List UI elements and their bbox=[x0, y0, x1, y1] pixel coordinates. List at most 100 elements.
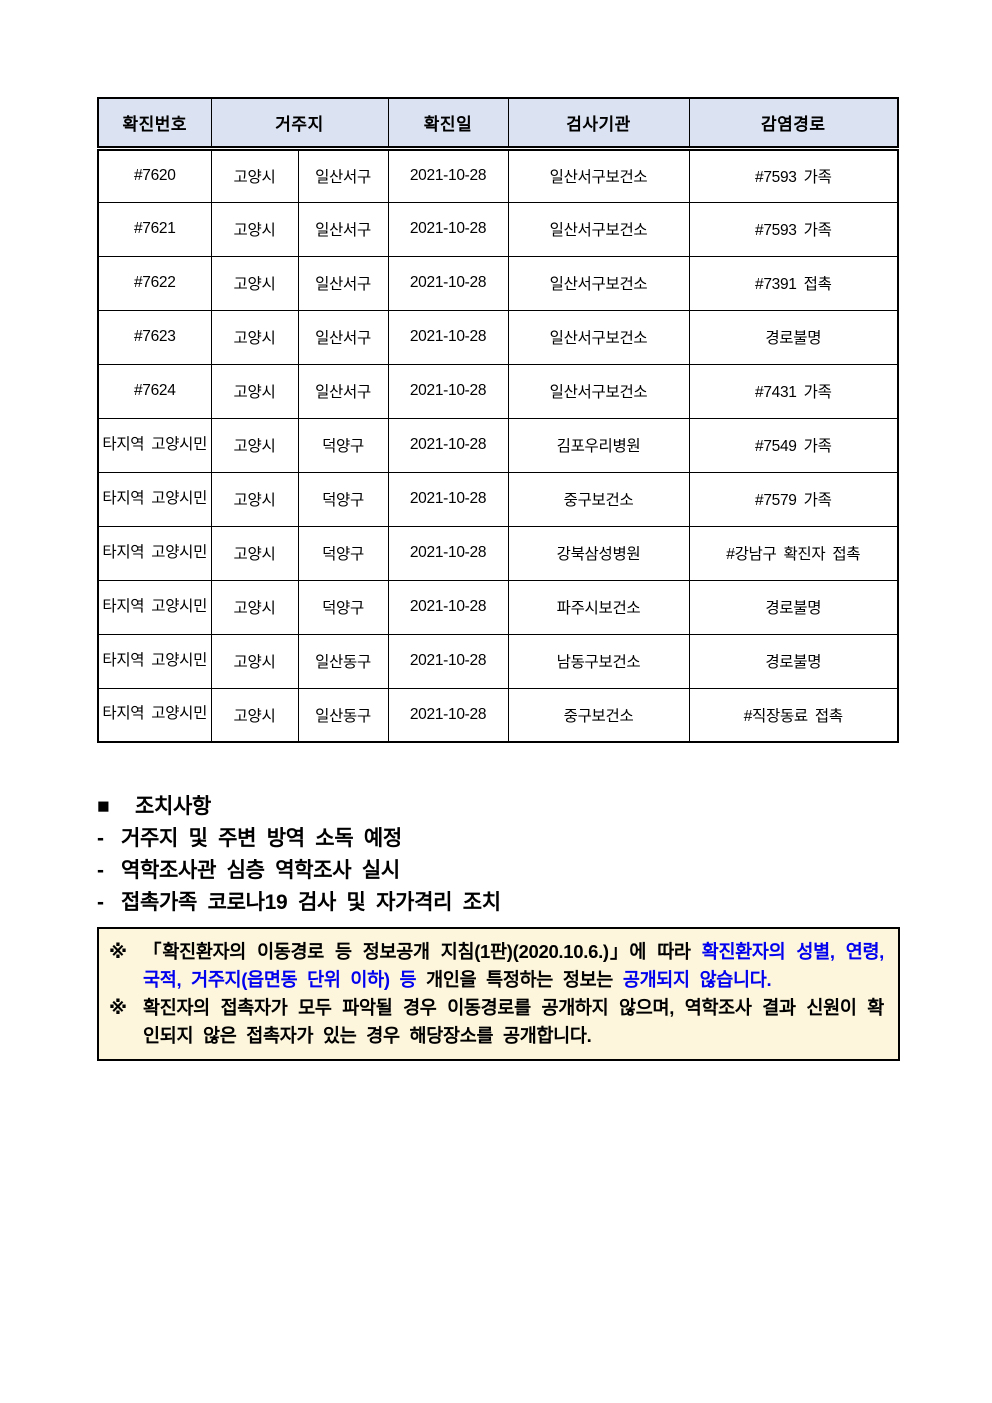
table-row: 타지역 고양시민 고양시 덕양구 2021-10-28 중구보건소 #7579 … bbox=[97, 471, 899, 527]
cell-infection-route: 경로불명 bbox=[688, 579, 899, 635]
dash-bullet-icon: - bbox=[97, 891, 104, 914]
cell-district: 일산동구 bbox=[297, 633, 389, 689]
table-header: 확진번호 거주지 확진일 검사기관 감염경로 bbox=[97, 97, 899, 151]
cell-confirm-date: 2021-10-28 bbox=[387, 309, 509, 365]
cell-city: 고양시 bbox=[210, 417, 299, 473]
cell-district: 덕양구 bbox=[297, 579, 389, 635]
cell-district: 덕양구 bbox=[297, 471, 389, 527]
notice-box: ※ 「확진환자의 이동경로 등 정보공개 지침(1판)(2020.10.6.)」… bbox=[97, 927, 900, 1061]
measures-title-row: ■ 조치사항 bbox=[97, 791, 907, 823]
cell-test-agency: 강북삼성병원 bbox=[507, 525, 690, 581]
cell-district: 일산서구 bbox=[297, 255, 389, 311]
cell-confirm-date: 2021-10-28 bbox=[387, 687, 509, 743]
table-row: #7622 고양시 일산서구 2021-10-28 일산서구보건소 #7391 … bbox=[97, 255, 899, 311]
column-header-test-agency: 검사기관 bbox=[507, 97, 690, 151]
cell-infection-route: #7549 가족 bbox=[688, 417, 899, 473]
cell-city: 고양시 bbox=[210, 147, 299, 203]
cell-case-number: #7623 bbox=[97, 309, 212, 365]
note-text-segment: 개인을 특정하는 정보는 bbox=[416, 969, 623, 990]
square-bullet-icon: ■ bbox=[97, 795, 110, 818]
table-row: #7623 고양시 일산서구 2021-10-28 일산서구보건소 경로불명 bbox=[97, 309, 899, 365]
cell-infection-route: #7391 접촉 bbox=[688, 255, 899, 311]
header-row: 확진번호 거주지 확진일 검사기관 감염경로 bbox=[97, 97, 899, 151]
dash-bullet-icon: - bbox=[97, 859, 104, 882]
measure-item: - 접촉가족 코로나19 검사 및 자가격리 조치 bbox=[97, 887, 907, 919]
measures-section: ■ 조치사항 - 거주지 및 주변 방역 소독 예정 - 역학조사관 심층 역학… bbox=[97, 791, 907, 919]
table-row: #7620 고양시 일산서구 2021-10-28 일산서구보건소 #7593 … bbox=[97, 147, 899, 203]
cell-test-agency: 일산서구보건소 bbox=[507, 147, 690, 203]
cell-case-number: 타지역 고양시민 bbox=[97, 525, 212, 581]
measure-item-text: 접촉가족 코로나19 검사 및 자가격리 조치 bbox=[121, 891, 501, 914]
cell-confirm-date: 2021-10-28 bbox=[387, 147, 509, 203]
dash-bullet-icon: - bbox=[97, 827, 104, 850]
cell-infection-route: #강남구 확진자 접촉 bbox=[688, 525, 899, 581]
cell-district: 일산동구 bbox=[297, 687, 389, 743]
cell-district: 일산서구 bbox=[297, 363, 389, 419]
table-row: 타지역 고양시민 고양시 덕양구 2021-10-28 강북삼성병원 #강남구 … bbox=[97, 525, 899, 581]
cell-test-agency: 일산서구보건소 bbox=[507, 201, 690, 257]
cell-city: 고양시 bbox=[210, 687, 299, 743]
cell-case-number: #7620 bbox=[97, 147, 212, 203]
cell-case-number: #7624 bbox=[97, 363, 212, 419]
cases-table: 확진번호 거주지 확진일 검사기관 감염경로 #7620 고양시 일산서구 20… bbox=[97, 97, 900, 743]
table-row: 타지역 고양시민 고양시 일산동구 2021-10-28 남동구보건소 경로불명 bbox=[97, 633, 899, 689]
cell-infection-route: #7431 가족 bbox=[688, 363, 899, 419]
cell-city: 고양시 bbox=[210, 201, 299, 257]
cell-district: 덕양구 bbox=[297, 525, 389, 581]
reference-mark-icon: ※ bbox=[109, 941, 127, 962]
column-header-residence: 거주지 bbox=[210, 97, 389, 151]
cell-confirm-date: 2021-10-28 bbox=[387, 255, 509, 311]
reference-mark-icon: ※ bbox=[109, 997, 127, 1018]
cell-test-agency: 김포우리병원 bbox=[507, 417, 690, 473]
cell-confirm-date: 2021-10-28 bbox=[387, 525, 509, 581]
note-text-segment-highlight: 확진환자의 성별, 연령, 국적, 거주지(읍면동 단위 이하) 등 bbox=[143, 941, 885, 990]
cell-case-number: #7621 bbox=[97, 201, 212, 257]
cell-district: 일산서구 bbox=[297, 201, 389, 257]
cell-city: 고양시 bbox=[210, 633, 299, 689]
measure-item: - 역학조사관 심층 역학조사 실시 bbox=[97, 855, 907, 887]
cell-case-number: 타지역 고양시민 bbox=[97, 579, 212, 635]
note-privacy-text: 「확진환자의 이동경로 등 정보공개 지침(1판)(2020.10.6.)」에 … bbox=[143, 938, 884, 994]
table-row: #7624 고양시 일산서구 2021-10-28 일산서구보건소 #7431 … bbox=[97, 363, 899, 419]
cell-infection-route: 경로불명 bbox=[688, 309, 899, 365]
table-row: #7621 고양시 일산서구 2021-10-28 일산서구보건소 #7593 … bbox=[97, 201, 899, 257]
column-header-case-number: 확진번호 bbox=[97, 97, 212, 151]
cell-city: 고양시 bbox=[210, 363, 299, 419]
cell-confirm-date: 2021-10-28 bbox=[387, 417, 509, 473]
note-text-segment-highlight: 공개되지 않습니다. bbox=[622, 969, 772, 990]
note-text-segment: 「확진환자의 이동경로 등 정보공개 지침(1판)(2020.10.6.)」에 … bbox=[143, 941, 702, 962]
cell-infection-route: #7593 가족 bbox=[688, 201, 899, 257]
cell-city: 고양시 bbox=[210, 579, 299, 635]
cell-case-number: 타지역 고양시민 bbox=[97, 633, 212, 689]
cell-test-agency: 남동구보건소 bbox=[507, 633, 690, 689]
cell-district: 일산서구 bbox=[297, 309, 389, 365]
column-header-confirm-date: 확진일 bbox=[387, 97, 509, 151]
column-header-infection-route: 감염경로 bbox=[688, 97, 899, 151]
cell-case-number: #7622 bbox=[97, 255, 212, 311]
cell-city: 고양시 bbox=[210, 255, 299, 311]
cell-case-number: 타지역 고양시민 bbox=[97, 687, 212, 743]
table-body: #7620 고양시 일산서구 2021-10-28 일산서구보건소 #7593 … bbox=[97, 147, 899, 743]
cell-case-number: 타지역 고양시민 bbox=[97, 471, 212, 527]
cell-confirm-date: 2021-10-28 bbox=[387, 633, 509, 689]
cell-confirm-date: 2021-10-28 bbox=[387, 363, 509, 419]
table-row: 타지역 고양시민 고양시 일산동구 2021-10-28 중구보건소 #직장동료… bbox=[97, 687, 899, 743]
cell-test-agency: 중구보건소 bbox=[507, 471, 690, 527]
cell-confirm-date: 2021-10-28 bbox=[387, 471, 509, 527]
cell-city: 고양시 bbox=[210, 525, 299, 581]
cell-infection-route: #7593 가족 bbox=[688, 147, 899, 203]
note-privacy: ※ 「확진환자의 이동경로 등 정보공개 지침(1판)(2020.10.6.)」… bbox=[109, 938, 884, 994]
note-route-disclosure: ※ 확진자의 접촉자가 모두 파악될 경우 이동경로를 공개하지 않으며, 역학… bbox=[109, 994, 884, 1050]
note-route-disclosure-text: 확진자의 접촉자가 모두 파악될 경우 이동경로를 공개하지 않으며, 역학조사… bbox=[143, 997, 884, 1046]
cell-confirm-date: 2021-10-28 bbox=[387, 579, 509, 635]
cell-test-agency: 중구보건소 bbox=[507, 687, 690, 743]
cell-case-number: 타지역 고양시민 bbox=[97, 417, 212, 473]
cell-confirm-date: 2021-10-28 bbox=[387, 201, 509, 257]
cell-test-agency: 일산서구보건소 bbox=[507, 255, 690, 311]
cell-district: 일산서구 bbox=[297, 147, 389, 203]
measure-item-text: 역학조사관 심층 역학조사 실시 bbox=[121, 859, 400, 882]
table-row: 타지역 고양시민 고양시 덕양구 2021-10-28 김포우리병원 #7549… bbox=[97, 417, 899, 473]
table-row: 타지역 고양시민 고양시 덕양구 2021-10-28 파주시보건소 경로불명 bbox=[97, 579, 899, 635]
cases-table-wrap: 확진번호 거주지 확진일 검사기관 감염경로 #7620 고양시 일산서구 20… bbox=[97, 97, 900, 743]
